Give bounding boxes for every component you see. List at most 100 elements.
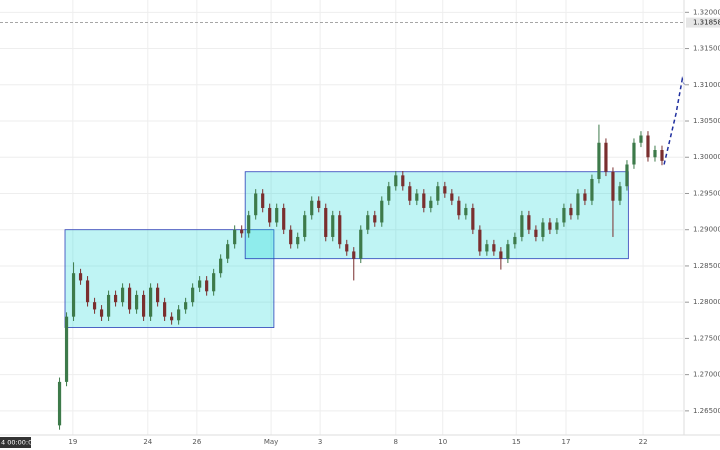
crosshair-label-bg (0, 437, 31, 448)
y-tick-label: 1.29500 (693, 189, 720, 197)
candle-body (660, 150, 664, 161)
y-tick-label: 1.32000 (693, 8, 720, 16)
candle-body (310, 200, 314, 216)
candle-body (149, 287, 153, 317)
candle-body (485, 244, 489, 252)
x-tick-label: 22 (639, 438, 648, 446)
candle-body (646, 135, 650, 158)
candle-body (226, 244, 230, 259)
candle-body (457, 200, 461, 216)
candle-body (345, 244, 349, 252)
crosshair-label: 4 00:00:00 (1, 439, 36, 447)
candle-body (471, 207, 475, 230)
candle-body (576, 193, 580, 216)
candle-body (268, 207, 272, 223)
candle-body (597, 142, 601, 179)
candle-body (520, 215, 524, 237)
candle-body (492, 244, 496, 252)
candle-body (380, 200, 384, 223)
candle-body (85, 280, 90, 303)
candle-body (247, 215, 251, 234)
candle-body (394, 175, 398, 187)
y-tick-label: 1.29000 (693, 226, 720, 234)
candle-body (541, 222, 545, 237)
x-tick-label: 3 (318, 438, 322, 446)
candle-body (478, 229, 482, 252)
candle-body (534, 229, 538, 237)
candle-body (282, 207, 286, 230)
candle-body (562, 207, 566, 223)
candle-body (590, 178, 594, 201)
candle-body (548, 222, 552, 230)
x-tick-label: 8 (394, 438, 398, 446)
candle-body (92, 302, 97, 310)
x-tick-label: 15 (512, 438, 521, 446)
x-tick-label: 17 (562, 438, 571, 446)
candle-body (240, 229, 244, 234)
candle-body (163, 302, 167, 317)
overlay (0, 22, 686, 165)
candle-body (506, 244, 510, 259)
candle-body (120, 287, 125, 303)
candle-body (625, 164, 629, 187)
y-tick-label: 1.31000 (693, 81, 720, 89)
y-tick-label: 1.27500 (693, 334, 720, 342)
candle-body (359, 229, 363, 259)
candle-body (618, 186, 622, 201)
candle-body (499, 251, 503, 259)
candle-body (569, 207, 573, 216)
candle-body (296, 236, 300, 245)
candle-body (233, 229, 237, 245)
x-tick-label: May (264, 438, 278, 446)
candle-body (604, 142, 608, 172)
candle-body (99, 309, 104, 317)
candle-body (219, 258, 223, 274)
y-tick-label: 1.28000 (693, 298, 720, 306)
range-box (64, 229, 275, 328)
candle-body (639, 135, 643, 143)
candle-body (401, 175, 405, 187)
candle-body (64, 316, 69, 382)
candle-body (205, 280, 209, 292)
candles (57, 124, 664, 430)
candle-body (78, 273, 83, 281)
price-label: 1.31858 (693, 19, 720, 27)
candle-body (261, 193, 265, 208)
candle-body (71, 273, 76, 317)
candle-body (653, 150, 657, 158)
candle-body (106, 294, 111, 317)
candle-body (338, 215, 342, 245)
candle-body (198, 280, 202, 288)
candle-body (632, 142, 636, 165)
y-tick-label: 1.27000 (693, 371, 720, 379)
candle-body (352, 251, 356, 259)
x-tick-label: 10 (438, 438, 447, 446)
candle-body (373, 215, 377, 223)
candle-body (527, 215, 531, 230)
candle-body (422, 193, 426, 208)
y-tick-label: 1.30500 (693, 117, 720, 125)
y-tick-label: 1.31500 (693, 45, 720, 53)
candle-body (184, 302, 188, 310)
price-label-bg (686, 17, 720, 28)
candle-body (191, 287, 195, 303)
candle-body (555, 222, 559, 230)
candle-body (113, 294, 118, 303)
candle-body (443, 186, 447, 194)
candle-body (450, 193, 454, 201)
candle-body (429, 200, 433, 208)
candle-body (513, 236, 517, 245)
candle-body (387, 186, 391, 201)
x-tick-label: 24 (143, 438, 152, 446)
candle-body (436, 186, 440, 201)
x-tick-label: 19 (68, 438, 77, 446)
candle-body (142, 294, 146, 317)
y-tick-label: 1.26500 (693, 407, 720, 415)
candle-body (324, 207, 328, 237)
candle-body (135, 294, 139, 310)
candle-body (415, 193, 419, 201)
y-tick-label: 1.28500 (693, 262, 720, 270)
candle-body (317, 200, 321, 208)
candle-body (464, 207, 468, 216)
candle-body (331, 215, 335, 237)
